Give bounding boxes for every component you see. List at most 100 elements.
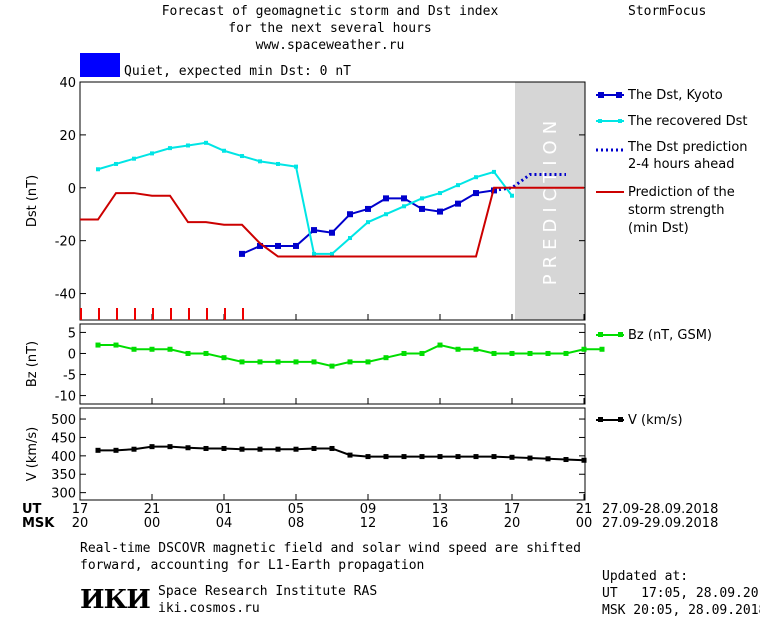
data-point-bz-0-26 [563, 350, 569, 356]
data-point-v-0-3 [149, 444, 155, 450]
data-point-v-0-17 [401, 454, 407, 460]
data-point-v-0-23 [509, 454, 515, 460]
data-point-dst-0-5 [329, 229, 335, 236]
legend-dst-prediction-1: The Dst prediction [627, 140, 748, 155]
data-point-bz-0-3 [149, 346, 155, 352]
data-point-v-0-26 [563, 457, 569, 463]
data-point-dst-0-1 [257, 242, 263, 249]
data-point-v-0-25 [545, 456, 551, 462]
msk-tick-label-5: 16 [432, 516, 449, 531]
data-point-dst-1-18 [420, 196, 424, 201]
chart-title-line2: for the next several hours [228, 21, 432, 36]
data-point-dst-0-4 [311, 227, 317, 234]
data-point-v-0-27 [581, 457, 587, 463]
brand-name: StormFocus [628, 4, 707, 19]
y-tick-label-bz-0: 5 [68, 326, 76, 341]
y-tick-label-v-1: 450 [51, 431, 76, 446]
footnote-line2: forward, accounting for L1-Earth propaga… [80, 558, 425, 573]
y-tick-label-dst-1: 20 [59, 129, 76, 144]
data-point-dst-1-21 [474, 175, 478, 180]
ut-tick-label-3: 05 [288, 502, 305, 517]
data-point-dst-1-16 [384, 212, 388, 217]
data-point-dst-1-6 [204, 140, 208, 145]
msk-label: MSK [22, 516, 55, 531]
data-point-bz-0-21 [473, 346, 479, 352]
data-point-dst-1-10 [276, 161, 280, 166]
y-tick-label-v-3: 350 [51, 468, 76, 483]
data-point-bz-0-9 [257, 359, 263, 365]
msk-tick-label-3: 08 [288, 516, 305, 531]
ut-tick-label-2: 01 [216, 502, 233, 517]
data-point-dst-1-5 [186, 143, 190, 148]
data-point-bz-0-28 [599, 346, 605, 352]
series-line-dst-1 [97, 141, 513, 255]
y-tick-label-v-0: 500 [51, 413, 76, 428]
ut-label: UT [22, 502, 42, 517]
data-point-dst-0-12 [455, 200, 461, 207]
data-point-v-0-18 [419, 454, 425, 460]
data-point-dst-0-3 [293, 242, 299, 249]
data-point-v-0-14 [347, 452, 353, 458]
chart-website: www.spaceweather.ru [255, 38, 405, 53]
data-point-dst-0-6 [347, 211, 353, 218]
legend-dst-prediction-2: 2-4 hours ahead [628, 157, 734, 172]
data-point-v-0-11 [293, 446, 299, 452]
dst-axis-label: Dst (nT) [25, 175, 40, 227]
bz-panel-frame [79, 323, 586, 405]
ut-tick-label-5: 13 [432, 502, 449, 517]
legend-storm-strength-2: storm strength [628, 203, 725, 218]
data-point-dst-1-4 [168, 146, 172, 151]
data-point-bz-0-13 [329, 363, 335, 369]
y-tick-label-dst-0: 40 [59, 76, 76, 91]
prediction-zone [515, 82, 585, 320]
data-point-dst-1-1 [114, 161, 118, 166]
data-point-dst-0-13 [473, 190, 479, 197]
data-point-dst-1-13 [330, 251, 334, 256]
data-point-dst-1-12 [312, 251, 316, 256]
data-point-dst-1-22 [492, 169, 496, 174]
updated-msk: MSK 20:05, 28.09.2018 [602, 603, 760, 618]
ut-date-range: 27.09-28.09.2018 [602, 502, 718, 517]
y-tick-label-bz-3: -10 [55, 390, 76, 405]
msk-tick-label-1: 00 [144, 516, 161, 531]
legend-bz: Bz (nT, GSM) [628, 328, 712, 343]
data-point-v-0-24 [527, 455, 533, 461]
data-point-v-0-15 [365, 454, 371, 460]
y-tick-label-dst-2: 0 [68, 182, 76, 197]
data-point-bz-0-14 [347, 359, 353, 365]
iki-logo: ИКИ [80, 585, 151, 615]
data-point-bz-0-27 [581, 346, 587, 352]
legend: The Dst, Kyoto The recovered Dst The Dst… [596, 88, 748, 428]
data-point-bz-0-6 [203, 350, 209, 356]
data-point-bz-0-23 [509, 350, 515, 356]
dst-panel-frame [79, 81, 586, 321]
msk-tick-label-7: 00 [576, 516, 593, 531]
status-label: Quiet, expected min Dst: 0 nT [124, 64, 351, 79]
msk-date-range: 27.09-29.09.2018 [602, 516, 718, 531]
data-point-bz-0-19 [437, 342, 443, 348]
data-point-dst-1-7 [222, 148, 226, 153]
data-point-dst-1-23 [510, 193, 514, 198]
data-point-bz-0-15 [365, 359, 371, 365]
ut-tick-label-1: 21 [144, 502, 161, 517]
data-point-v-0-12 [311, 445, 317, 451]
institute-website[interactable]: iki.cosmos.ru [158, 601, 260, 616]
chart-title-line1: Forecast of geomagnetic storm and Dst in… [161, 4, 499, 19]
data-point-bz-0-8 [239, 359, 245, 365]
data-point-v-0-5 [185, 445, 191, 451]
data-point-bz-0-24 [527, 350, 533, 356]
legend-recovered-dst: The recovered Dst [627, 114, 747, 129]
data-point-dst-1-8 [240, 154, 244, 159]
series-line-v-0 [98, 445, 585, 462]
data-point-v-0-9 [257, 446, 263, 452]
data-point-bz-0-18 [419, 350, 425, 356]
data-point-v-0-22 [491, 454, 497, 460]
data-point-bz-0-20 [455, 346, 461, 352]
data-point-v-0-6 [203, 445, 209, 451]
data-point-dst-0-7 [365, 205, 371, 212]
data-point-dst-1-0 [96, 167, 100, 172]
y-tick-label-dst-4: -40 [55, 288, 76, 303]
data-point-dst-1-2 [132, 156, 136, 161]
y-tick-label-v-4: 300 [51, 487, 76, 502]
